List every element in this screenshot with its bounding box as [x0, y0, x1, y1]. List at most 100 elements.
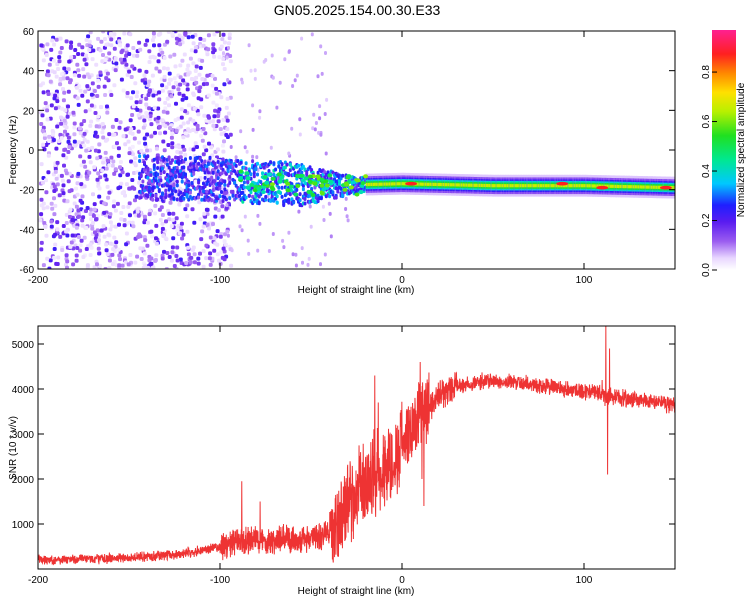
- spectrogram-noise-cell: [183, 109, 188, 114]
- spectrogram-noise-cell: [163, 100, 168, 105]
- spectrogram-track-cell: [382, 182, 385, 186]
- spectrogram-noise-cell: [281, 238, 285, 243]
- spectrogram-track-cell: [559, 184, 562, 188]
- spectrogram-noise-cell: [267, 249, 271, 253]
- spectrogram-noise-cell: [38, 83, 43, 88]
- spectrogram-bright-spot: [360, 181, 366, 186]
- spectrogram-noise-cell: [197, 200, 202, 205]
- spectrogram-noise-cell: [132, 186, 137, 191]
- spectrogram-noise-cell: [225, 118, 230, 123]
- spectrogram-signal-cell: [256, 161, 259, 166]
- spectrogram-noise-cell: [187, 129, 192, 134]
- spectrogram-noise-cell: [82, 143, 87, 148]
- spectrogram-signal-cell: [298, 192, 302, 197]
- spectrogram-noise-cell: [294, 263, 298, 268]
- spectrogram-signal-cell: [257, 201, 261, 206]
- spectrogram-noise-cell: [100, 59, 105, 64]
- spectrogram-bright-spot: [358, 190, 364, 195]
- spectrogram-noise-cell: [153, 130, 157, 135]
- spectrogram-noise-cell: [75, 96, 80, 101]
- spectrogram-noise-cell: [45, 117, 50, 122]
- spectrogram-track-cell: [672, 186, 675, 190]
- spectrogram-track-cell: [642, 185, 645, 189]
- spectrogram-noise-cell: [81, 67, 86, 72]
- spectrogram-noise-cell: [72, 73, 77, 78]
- spectrogram-noise-cell: [190, 247, 195, 252]
- spectrogram-noise-cell: [189, 255, 194, 260]
- spectrogram-bright-spot: [346, 174, 352, 179]
- spectrogram-noise-cell: [96, 84, 101, 89]
- spectrogram-signal-cell: [252, 171, 256, 176]
- spectrogram-noise-cell: [107, 163, 112, 168]
- spectrogram-noise-cell: [53, 203, 58, 208]
- spectrogram-peak: [659, 185, 672, 190]
- spectrogram-noise-cell: [75, 192, 80, 197]
- spectrogram-noise-cell: [104, 177, 109, 182]
- spectrogram-signal-cell: [337, 181, 341, 186]
- spectrogram-noise-cell: [89, 217, 94, 222]
- spectrogram-noise-cell: [213, 214, 218, 219]
- spectrogram-noise-cell: [221, 149, 226, 154]
- spectrogram-noise-cell: [49, 47, 54, 52]
- spectrogram-noise-cell: [173, 80, 178, 85]
- spectrogram-noise-cell: [137, 180, 142, 185]
- spectrogram-noise-cell: [103, 58, 108, 62]
- spectrogram-noise-cell: [300, 36, 304, 41]
- spectrogram-track-cell: [454, 183, 457, 187]
- spectrogram-noise-cell: [194, 80, 199, 85]
- spectrogram-noise-cell: [174, 101, 178, 106]
- spectrogram-noise-cell: [143, 218, 148, 223]
- spectrogram-track-cell: [619, 184, 622, 189]
- spectrogram-signal-cell: [210, 175, 214, 180]
- spectrogram-noise-cell: [188, 147, 193, 152]
- spectrogram-noise-cell: [43, 224, 48, 229]
- spectrogram-noise-cell: [212, 54, 217, 59]
- spectrogram-noise-cell: [214, 103, 219, 108]
- spectrogram-noise-cell: [185, 203, 190, 208]
- spectrogram-noise-cell: [65, 265, 69, 269]
- spectrogram-noise-cell: [117, 222, 121, 227]
- spectrogram-track-cell: [505, 184, 508, 188]
- spectrogram-track-cell: [436, 182, 439, 187]
- spectrogram-noise-cell: [69, 240, 74, 245]
- spectrogram-noise-cell: [132, 136, 137, 141]
- spectrogram-noise-cell: [130, 131, 135, 136]
- spectrogram-peak: [405, 181, 418, 186]
- spectrogram-noise-cell: [105, 252, 110, 256]
- spectrogram-noise-cell: [55, 99, 60, 104]
- spectrogram-noise-cell: [148, 208, 152, 213]
- spectrogram-noise-cell: [80, 52, 85, 57]
- spectrogram-noise-cell: [68, 207, 73, 212]
- spectrogram-track-cell: [549, 184, 552, 188]
- spectrogram-noise-cell: [214, 91, 219, 96]
- spectrogram-noise-cell: [216, 119, 221, 124]
- spectrogram-track-cell: [606, 184, 609, 188]
- spectrogram-noise-cell: [104, 166, 109, 171]
- spectrogram-track-cell: [421, 182, 424, 186]
- spectrogram-noise-cell: [147, 212, 152, 217]
- spectrogram-track-cell: [428, 182, 431, 186]
- spectrogram-noise-cell: [74, 204, 79, 209]
- spectrogram-noise-cell: [131, 46, 136, 50]
- spectrogram-noise-cell: [108, 220, 113, 225]
- spectrogram-signal-cell: [288, 162, 292, 167]
- spectrogram-noise-cell: [116, 186, 121, 191]
- spectrogram-noise-cell: [300, 246, 304, 251]
- spectrogram-bright-spot: [249, 182, 255, 187]
- spectrogram-signal-cell: [200, 197, 204, 202]
- spectrogram-signal-cell: [249, 172, 253, 177]
- spectrogram-noise-cell: [174, 192, 179, 197]
- spectrogram-noise-cell: [174, 254, 179, 258]
- spectrogram-noise-cell: [66, 179, 71, 184]
- spectrogram-noise-cell: [221, 57, 226, 61]
- spectrogram-signal-cell: [164, 188, 168, 193]
- spectrogram-noise-cell: [154, 236, 158, 241]
- spectrogram-signal-cell: [152, 164, 156, 169]
- spectrogram-noise-cell: [75, 62, 80, 67]
- spectrogram-signal-cell: [192, 164, 196, 169]
- spectrogram-noise-cell: [219, 44, 224, 49]
- spectrogram-noise-cell: [88, 123, 93, 128]
- spectrogram-noise-cell: [229, 145, 233, 149]
- spectrogram-noise-cell: [126, 139, 131, 144]
- spectrogram-bright-spot: [306, 190, 312, 194]
